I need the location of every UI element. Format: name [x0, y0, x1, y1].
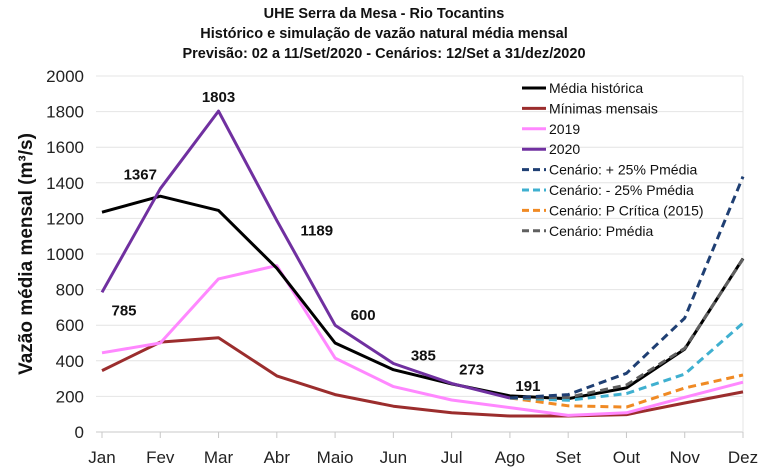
legend-label: Cenário: + 25% Pmédia: [549, 162, 697, 178]
y-tick-label: 2000: [46, 67, 84, 86]
legend-item: Cenário: + 25% Pmédia: [522, 162, 697, 178]
x-tick-label: Abr: [264, 448, 291, 467]
series-line-cen-rio-25-pm-dia: [509, 176, 745, 400]
x-tick-label: Jun: [380, 448, 407, 467]
data-label: 1367: [124, 167, 157, 184]
y-tick-label: 1600: [46, 138, 84, 157]
legend-label: Média histórica: [549, 80, 643, 96]
series-line-m-nimas-mensais: [101, 336, 744, 418]
y-tick-label: 400: [56, 352, 84, 371]
series-line-cen-rio-pm-dia: [509, 258, 745, 400]
series-line-cen-rio-25-pm-dia: [509, 321, 744, 402]
legend-label: 2020: [549, 141, 580, 157]
data-label: 385: [411, 347, 436, 364]
y-tick-label: 200: [56, 387, 84, 406]
x-tick-label: Ago: [495, 448, 525, 467]
legend-label: Mínimas mensais: [549, 100, 658, 116]
data-label: 600: [351, 307, 376, 324]
series-line-2019: [101, 264, 744, 417]
data-label: 1803: [202, 89, 235, 106]
x-tick-label: Jul: [441, 448, 463, 467]
y-tick-label: 0: [75, 423, 84, 442]
data-label: 273: [459, 361, 484, 378]
y-tick-label: 1200: [46, 209, 84, 228]
y-tick-label: 1000: [46, 245, 84, 264]
title-line-1: UHE Serra da Mesa - Rio Tocantins: [263, 6, 505, 22]
x-tick-label: Maio: [317, 448, 354, 467]
x-tick-label: Fev: [146, 448, 175, 467]
y-axis-label: Vazão média mensal (m³/s): [16, 133, 37, 375]
legend-item: Cenário: Pmédia: [522, 223, 653, 239]
legend-label: Cenário: P Crítica (2015): [549, 202, 704, 218]
x-tick-label: Mar: [204, 448, 234, 467]
legend-label: Cenário: Pmédia: [549, 223, 653, 239]
legend-label: Cenário: - 25% Pmédia: [549, 182, 694, 198]
legend-item: Cenário: P Crítica (2015): [522, 202, 704, 218]
legend-item: 2019: [522, 121, 580, 137]
y-tick-label: 800: [56, 281, 84, 300]
y-tick-label: 600: [56, 316, 84, 335]
legend-item: Mínimas mensais: [522, 100, 658, 116]
x-tick-label: Set: [555, 448, 581, 467]
data-label: 191: [515, 378, 540, 395]
series-line-2020: [100, 109, 511, 400]
y-tick-label: 1800: [46, 103, 84, 122]
chart-title: UHE Serra da Mesa - Rio Tocantins Histór…: [0, 4, 768, 64]
legend-item: Média histórica: [522, 80, 643, 96]
data-label: 1189: [301, 222, 334, 239]
series-line-m-dia-hist-rica: [101, 194, 745, 401]
title-line-3: Previsão: 02 a 11/Set/2020 - Cenários: 1…: [182, 46, 586, 62]
legend-item: Cenário: - 25% Pmédia: [522, 182, 694, 198]
y-tick-label: 1400: [46, 174, 84, 193]
data-label: 785: [111, 302, 136, 319]
title-line-2: Histórico e simulação de vazão natural m…: [200, 26, 568, 42]
x-tick-label: Jan: [88, 448, 115, 467]
legend-item: 2020: [522, 141, 580, 157]
x-tick-label: Out: [613, 448, 641, 467]
series-line-cen-rio-p-cr-tica-2015-: [509, 373, 744, 409]
x-tick-label: Dez: [728, 448, 758, 467]
legend-label: 2019: [549, 121, 580, 137]
x-tick-label: Nov: [670, 448, 701, 467]
